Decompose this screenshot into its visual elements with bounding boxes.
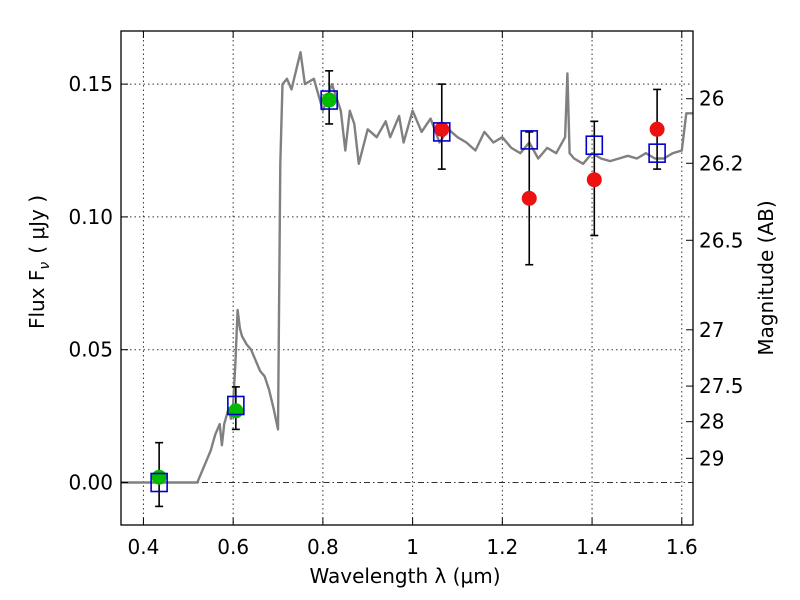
data-point-observed-detections — [228, 403, 244, 419]
x-tick-label: 0.4 — [128, 535, 160, 559]
y-tick-label: 0.10 — [68, 205, 113, 229]
y-axis-label-sub: ν — [37, 262, 53, 270]
data-point-observed-detections — [321, 92, 337, 108]
data-point-model-photometry — [150, 472, 168, 493]
data-point-model-photometry — [520, 130, 539, 150]
y-tick-label: 0.15 — [68, 72, 113, 96]
data-point-observed-nir — [586, 172, 602, 188]
mag-tick-label: 28 — [699, 410, 724, 434]
mag-tick-label: 29 — [699, 446, 724, 470]
grid — [121, 31, 693, 525]
data-point-model-photometry — [432, 122, 451, 142]
plot-frame — [120, 30, 694, 526]
mag-tick-label: 26.2 — [699, 151, 744, 175]
y-axis-label-main: Flux F — [25, 270, 49, 329]
y2-axis-label: Magnitude (AB) — [754, 200, 778, 355]
y-axis-label: Flux Fν ( μJy ) — [25, 195, 53, 329]
series-line-model-spectrum — [121, 51, 693, 484]
data-point-model-photometry — [585, 135, 604, 156]
data-point-observed-nir — [434, 121, 450, 137]
data-point-model-photometry — [648, 143, 666, 163]
data-point-observed-nir — [649, 121, 665, 137]
x-tick-label: 1 — [406, 535, 419, 559]
data-point-model-photometry — [227, 395, 245, 416]
x-tick-label: 1.2 — [486, 535, 518, 559]
axes-ticks: 0.4 0.6 0.8 1 1.2 1.4 1.6 0.00 0.05 0.10 0.15 26 26.… — [68, 31, 744, 559]
data-point-model-photometry — [320, 90, 338, 110]
plot-area — [121, 51, 693, 508]
mag-tick-label: 26.5 — [699, 228, 744, 252]
x-tick-label: 0.8 — [307, 535, 339, 559]
y-tick-label: 0.05 — [68, 338, 113, 362]
mag-tick-label: 26 — [699, 87, 724, 111]
y-tick-label: 0.00 — [68, 471, 113, 495]
data-point-observed-nir — [521, 190, 537, 206]
x-tick-label: 1.6 — [666, 535, 698, 559]
mag-tick-label: 27.5 — [699, 374, 744, 398]
y-axis-label-units: ( μJy ) — [25, 195, 49, 254]
mag-tick-label: 27 — [699, 318, 724, 342]
data-point-observed-detections — [151, 469, 167, 485]
x-tick-label: 0.6 — [217, 535, 249, 559]
x-axis-label: Wavelength λ (μm) — [309, 564, 500, 588]
x-tick-label: 1.4 — [576, 535, 608, 559]
